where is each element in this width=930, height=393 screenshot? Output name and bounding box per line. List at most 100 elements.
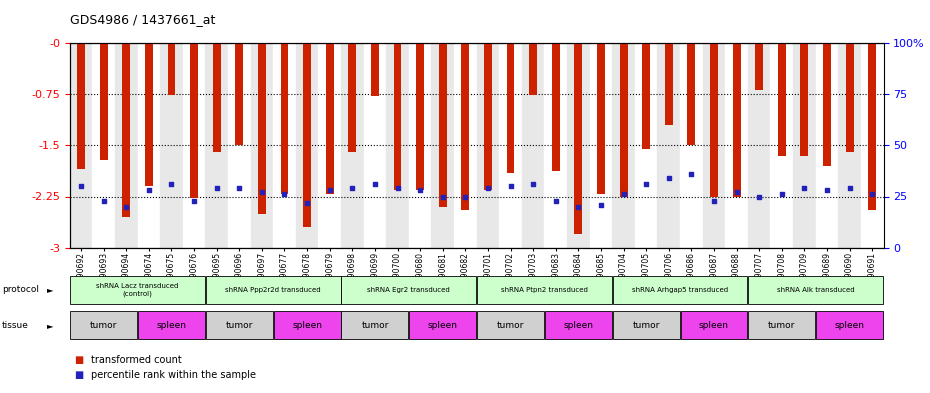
Text: transformed count: transformed count [91,354,182,365]
Point [707,197,722,204]
Point [413,187,428,193]
Bar [258,43,266,213]
Bar [748,43,770,248]
Bar [100,43,108,160]
Point [187,197,202,204]
Bar [183,43,206,248]
Point [481,185,496,191]
Text: spleen: spleen [292,321,322,330]
Point [639,181,654,187]
Bar [861,43,884,248]
Bar [476,43,499,248]
Bar [70,43,92,248]
Point [255,189,270,196]
Bar [567,43,590,248]
Bar [235,43,244,145]
Text: ►: ► [46,285,53,294]
Bar [755,43,764,90]
Bar [597,43,605,195]
FancyBboxPatch shape [70,276,205,304]
Text: shRNA Alk transduced: shRNA Alk transduced [777,287,855,293]
Bar [838,43,861,248]
FancyBboxPatch shape [817,311,883,339]
Bar [801,43,808,156]
Point [503,183,518,189]
Bar [318,43,341,248]
FancyBboxPatch shape [477,276,612,304]
Text: spleen: spleen [699,321,729,330]
Bar [522,43,544,248]
Bar [77,43,85,169]
Point [729,189,744,196]
Bar [167,43,176,95]
Point [141,187,156,193]
Bar [575,43,582,234]
Point [865,191,880,198]
Point [843,185,857,191]
Point [96,197,111,204]
Text: GDS4986 / 1437661_at: GDS4986 / 1437661_at [70,13,215,26]
Bar [138,43,160,248]
Bar [326,43,334,195]
Bar [551,43,560,171]
Text: percentile rank within the sample: percentile rank within the sample [91,370,256,380]
Bar [770,43,793,248]
Point [323,187,338,193]
Bar [665,43,672,125]
Point [549,197,564,204]
Point [797,185,812,191]
Text: ►: ► [46,321,53,330]
FancyBboxPatch shape [749,276,884,304]
FancyBboxPatch shape [613,311,680,339]
FancyBboxPatch shape [341,276,476,304]
Point [164,181,179,187]
Text: ■: ■ [74,354,84,365]
Bar [281,43,288,195]
FancyBboxPatch shape [206,311,272,339]
Bar [635,43,658,248]
Bar [228,43,250,248]
Text: shRNA Egr2 transduced: shRNA Egr2 transduced [367,287,450,293]
Point [819,187,834,193]
Point [73,183,88,189]
Text: ■: ■ [74,370,84,380]
Bar [544,43,567,248]
Text: spleen: spleen [834,321,865,330]
Bar [869,43,876,210]
FancyBboxPatch shape [138,311,205,339]
Bar [643,43,650,149]
Point [751,193,766,200]
Point [277,191,292,198]
Bar [115,43,138,248]
Bar [619,43,628,196]
Bar [303,43,311,227]
Bar [499,43,522,248]
FancyBboxPatch shape [70,311,137,339]
Bar [273,43,296,248]
Bar [687,43,696,145]
Text: tumor: tumor [497,321,525,330]
Bar [733,43,740,196]
Bar [206,43,228,248]
Point [232,185,246,191]
Bar [590,43,612,248]
Bar [296,43,318,248]
Point [209,185,224,191]
Bar [123,43,130,217]
Point [775,191,790,198]
Bar [386,43,409,248]
Text: spleen: spleen [564,321,593,330]
Bar [213,43,220,152]
Text: tumor: tumor [361,321,389,330]
Text: tumor: tumor [90,321,117,330]
Bar [710,43,718,196]
Point [571,204,586,210]
Text: tumor: tumor [768,321,795,330]
Text: shRNA Ptpn2 transduced: shRNA Ptpn2 transduced [501,287,588,293]
FancyBboxPatch shape [545,311,612,339]
Bar [364,43,386,248]
FancyBboxPatch shape [206,276,340,304]
Bar [145,43,153,186]
Bar [777,43,786,156]
Bar [432,43,454,248]
